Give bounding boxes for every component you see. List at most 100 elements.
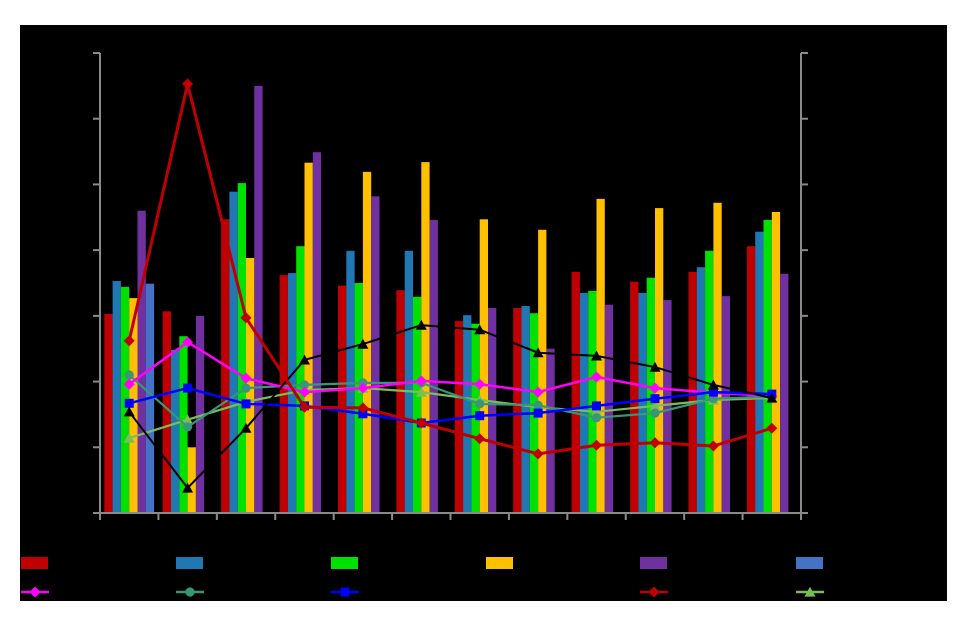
bar [346,250,355,514]
bar [112,281,121,513]
triangle-marker [123,406,135,417]
bar [571,271,580,513]
bar [237,183,246,513]
circle-marker [650,408,660,418]
axes [93,52,808,520]
legend-bar-red [21,557,48,569]
diamond-marker [649,437,661,449]
diamond-marker [766,422,778,434]
square-marker [124,398,134,408]
series-line [127,83,773,456]
triangle-marker [649,361,661,372]
legend-line-black [486,586,514,597]
triangle-marker [415,319,427,330]
legend-swatch [486,557,513,569]
line-series-teal [124,370,777,432]
bar [538,229,547,514]
triangle-marker [474,324,486,335]
square-marker [533,408,543,418]
series-line [128,340,772,398]
diamond-marker [299,401,310,413]
legend-bar-purple [640,557,667,569]
triangle-marker [182,414,194,425]
bar [663,300,672,513]
bar [771,212,781,513]
bar [162,311,171,513]
bar [713,202,722,514]
bar [246,258,255,513]
diamond-marker [240,312,252,324]
bar [229,191,238,513]
bar [413,296,422,513]
circle-marker [241,383,251,393]
circle-marker [183,422,193,432]
bar [546,348,555,513]
triangle-marker [804,586,816,597]
bar [296,246,305,513]
square-marker [183,383,193,393]
bar [254,85,263,514]
bar [696,267,706,513]
square-marker [340,587,350,597]
bar [429,219,438,513]
bar [421,162,430,513]
bar [521,306,530,513]
bar [579,292,589,513]
legend-bar-green [331,557,358,569]
square-marker [650,394,660,404]
diamond-marker [591,439,602,451]
bar [763,219,772,513]
legend-swatch [331,557,358,569]
bar [638,292,647,513]
triangle-marker [532,347,544,358]
triangle-marker [123,432,135,443]
diamond-marker [299,386,310,398]
diamond-marker [415,417,427,429]
bar [705,250,714,514]
series-line [128,386,772,440]
bar [780,273,789,513]
square-marker [592,401,601,411]
triangle-marker [494,586,506,597]
legend-bar-cornflower [796,557,823,569]
triangle-marker [182,482,194,493]
triangle-marker [240,423,252,433]
legend-line-light-green [796,586,824,597]
bar [354,283,363,513]
bar [721,296,730,513]
legend-line-magenta [21,586,49,598]
diamond-marker [474,378,486,390]
legend-bar-steel-blue [176,557,203,569]
triangle-marker [707,379,719,390]
square-marker [358,409,368,419]
square-marker [708,387,718,397]
legend-swatch [796,557,823,569]
triangle-marker [357,338,369,349]
bar [312,152,322,513]
bar [513,308,522,513]
legend-line-dark-red [640,586,668,598]
legend-swatch [640,557,667,569]
line-series-black [123,319,778,493]
circle-marker [124,370,134,380]
diamond-marker [648,586,660,598]
diamond-marker [123,335,135,347]
bar [755,231,764,513]
bar [396,290,405,513]
diamond-marker [240,372,252,384]
series-line [128,324,773,490]
triangle-marker [591,406,602,417]
square-marker [241,399,251,409]
diamond-marker [415,375,427,387]
triangle-marker [649,400,661,411]
bar [688,271,697,513]
triangle-marker [766,392,778,403]
bar-series-purple [137,85,789,514]
bar [479,219,488,514]
diamond-marker [357,402,369,414]
bar [488,308,497,513]
diamond-marker [182,78,194,90]
diamond-marker [182,336,194,348]
